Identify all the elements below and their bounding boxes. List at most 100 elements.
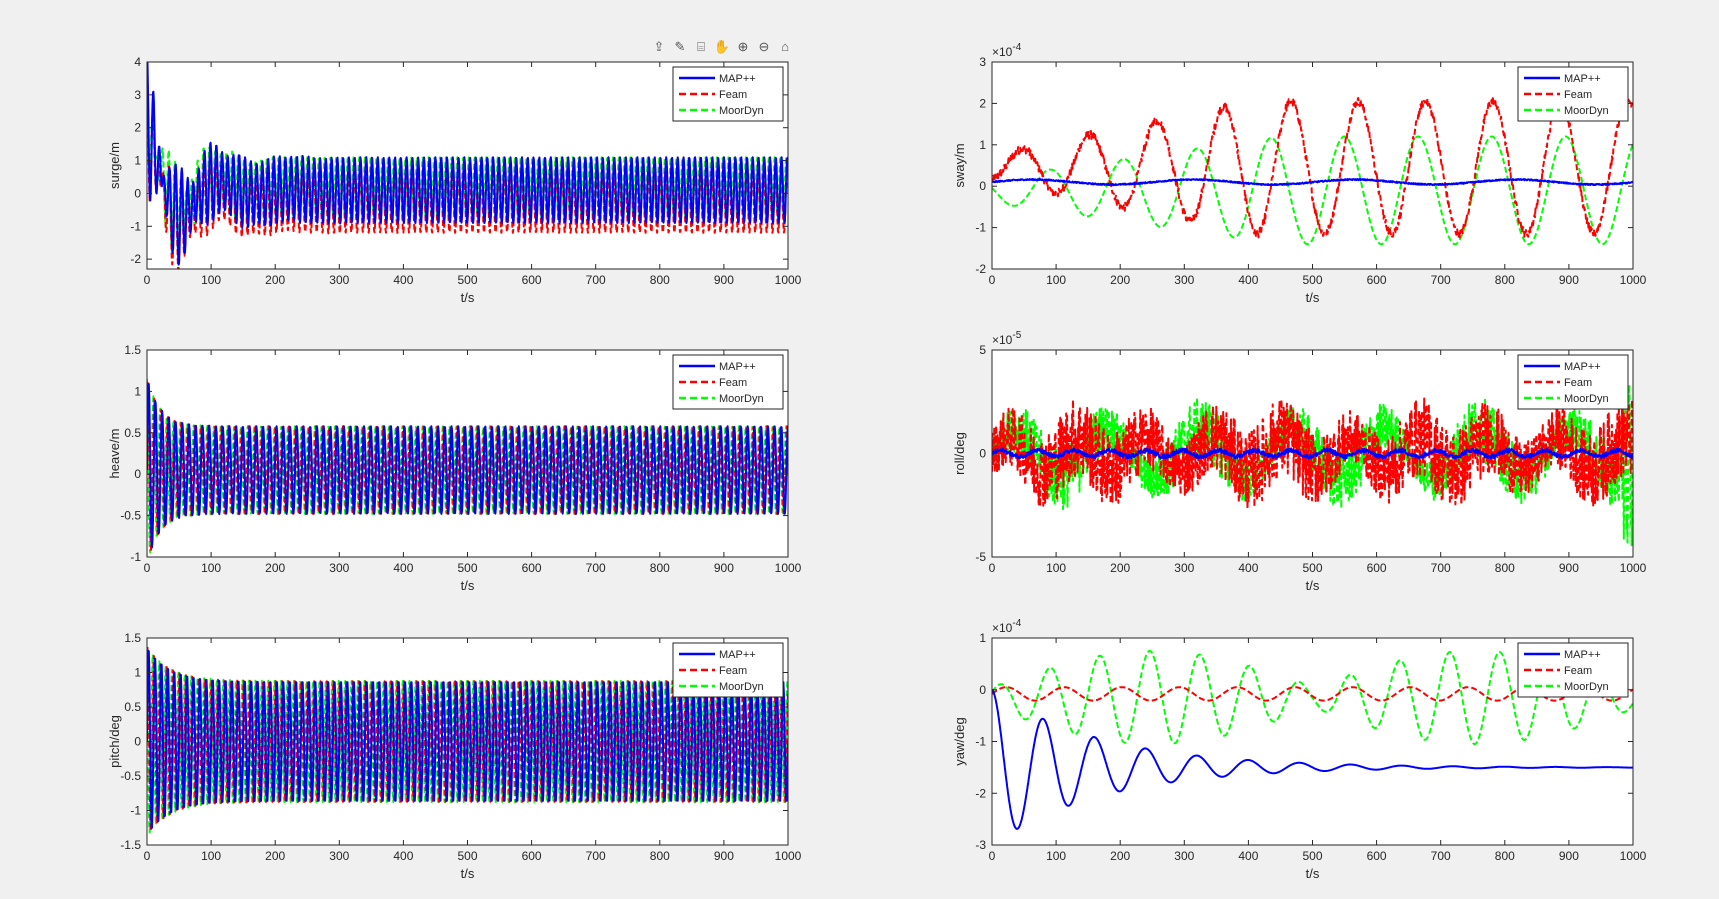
figure-toolbar: ⇪ ✎ ⌸ ✋ ⊕ ⊖ ⌂	[650, 38, 794, 58]
series-line-MAP++	[992, 178, 1633, 187]
legend: MAP++ Feam MoorDyn	[1517, 354, 1629, 410]
x-tick-label: 200	[1110, 849, 1130, 863]
x-axis-label: t/s	[461, 290, 475, 305]
legend-label: MoorDyn	[1564, 681, 1609, 693]
subplot-pitch: 0 100 200 300 400 500 600 700 800 900 1000 -1.5 -1 -0…	[107, 631, 802, 881]
y-tick-label: 0.5	[124, 426, 141, 440]
x-tick-label: 300	[329, 561, 349, 575]
x-tick-label: 0	[989, 849, 996, 863]
y-tick-label: -2	[975, 262, 986, 276]
x-tick-label: 1000	[775, 561, 802, 575]
y-tick-label: -0.5	[120, 769, 141, 783]
x-tick-label: 700	[1431, 273, 1451, 287]
y-tick-label: 0	[134, 735, 141, 749]
x-tick-label: 300	[329, 273, 349, 287]
y-tick-label: 2	[134, 121, 141, 135]
pan-hand-icon[interactable]: ✋	[713, 39, 731, 54]
x-tick-label: 500	[457, 273, 477, 287]
x-tick-label: 100	[1046, 273, 1066, 287]
y-tick-label: -0.5	[120, 509, 141, 523]
legend-label: Feam	[719, 377, 747, 389]
x-tick-label: 500	[457, 561, 477, 575]
axis-exponent-power: -4	[1012, 42, 1021, 53]
x-tick-label: 0	[989, 273, 996, 287]
y-tick-label: 1.5	[124, 631, 141, 645]
series-line-MAP++	[992, 447, 1633, 460]
subplot-sway: 0 100 200 300 400 500 600 700 800 900 1000 -2 -1 0 1 2 3…	[952, 42, 1647, 305]
y-tick-label: -1	[975, 735, 986, 749]
y-axis-label: surge/m	[107, 142, 122, 189]
y-axis-label: roll/deg	[952, 432, 967, 475]
y-tick-label: 1	[134, 666, 141, 680]
x-tick-label: 600	[1367, 273, 1387, 287]
x-tick-label: 400	[1238, 273, 1258, 287]
series-line-Feam	[992, 96, 1633, 239]
y-tick-label: 1	[134, 154, 141, 168]
y-axis-label: yaw/deg	[952, 717, 967, 765]
x-axis-label: t/s	[461, 578, 475, 593]
x-tick-label: 500	[1302, 273, 1322, 287]
x-tick-label: 100	[201, 561, 221, 575]
subplot-surge: 0 100 200 300 400 500 600 700 800 900 1000 -2 -1 0 1 2 3…	[107, 55, 802, 305]
legend: MAP++ Feam MoorDyn	[672, 66, 784, 122]
x-tick-label: 300	[329, 849, 349, 863]
y-tick-label: 3	[134, 88, 141, 102]
axis-exponent: ×10-4	[992, 42, 1022, 59]
x-tick-label: 200	[1110, 561, 1130, 575]
y-axis-label: heave/m	[107, 429, 122, 479]
x-tick-label: 200	[265, 273, 285, 287]
legend-label: Feam	[1564, 377, 1592, 389]
home-icon[interactable]: ⌂	[781, 39, 789, 54]
legend-label: MAP++	[719, 361, 756, 373]
x-tick-label: 1000	[775, 849, 802, 863]
x-tick-label: 600	[522, 273, 542, 287]
legend-label: MAP++	[719, 73, 756, 85]
y-tick-label: 1.5	[124, 343, 141, 357]
x-tick-label: 900	[714, 273, 734, 287]
x-tick-label: 900	[1559, 273, 1579, 287]
axis-exponent-power: -5	[1012, 330, 1021, 341]
x-tick-label: 1000	[1620, 849, 1647, 863]
y-tick-label: 1	[979, 631, 986, 645]
zoom-in-icon[interactable]: ⊕	[737, 39, 749, 54]
legend-label: Feam	[1564, 89, 1592, 101]
subplot-heave: 0 100 200 300 400 500 600 700 800 900 1000 -1 -0.5 0 0…	[107, 343, 802, 593]
y-tick-label: 4	[134, 55, 141, 69]
legend-label: MoorDyn	[719, 681, 764, 693]
x-tick-label: 300	[1174, 561, 1194, 575]
y-tick-label: 0	[134, 467, 141, 481]
x-tick-label: 600	[522, 561, 542, 575]
subplot-yaw: 0 100 200 300 400 500 600 700 800 900 1000 -3 -2 -1 0 1…	[952, 618, 1647, 881]
x-tick-label: 500	[457, 849, 477, 863]
x-tick-label: 600	[1367, 849, 1387, 863]
y-tick-label: -1.5	[120, 838, 141, 852]
x-tick-label: 400	[1238, 561, 1258, 575]
legend-label: Feam	[719, 89, 747, 101]
brush-icon[interactable]: ✎	[674, 39, 686, 54]
export-icon[interactable]: ⇪	[653, 39, 665, 54]
y-tick-label: 1	[979, 138, 986, 152]
zoom-out-icon[interactable]: ⊖	[758, 39, 770, 54]
datatip-icon[interactable]: ⌸	[697, 39, 705, 54]
x-tick-label: 700	[1431, 561, 1451, 575]
x-tick-label: 900	[1559, 849, 1579, 863]
x-tick-label: 1000	[1620, 561, 1647, 575]
legend-label: MoorDyn	[719, 105, 764, 117]
x-tick-label: 800	[650, 849, 670, 863]
legend: MAP++ Feam MoorDyn	[1517, 66, 1629, 122]
y-tick-label: 2	[979, 96, 986, 110]
y-tick-label: -3	[975, 838, 986, 852]
x-tick-label: 800	[650, 561, 670, 575]
y-tick-label: 5	[979, 343, 986, 357]
axis-exponent-power: -4	[1012, 618, 1021, 629]
y-tick-label: 0.5	[124, 700, 141, 714]
x-tick-label: 400	[1238, 849, 1258, 863]
x-tick-label: 700	[1431, 849, 1451, 863]
x-tick-label: 600	[1367, 561, 1387, 575]
y-tick-label: 0	[979, 179, 986, 193]
x-tick-label: 300	[1174, 273, 1194, 287]
series-line-MAP++	[147, 62, 788, 266]
series-line-Feam	[992, 686, 1633, 702]
y-tick-label: -1	[130, 550, 141, 564]
series-line-MoorDyn	[992, 650, 1633, 746]
